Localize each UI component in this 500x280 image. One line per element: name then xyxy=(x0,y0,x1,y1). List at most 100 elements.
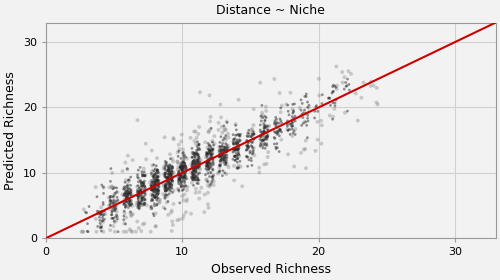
Point xyxy=(164,176,172,181)
Point xyxy=(141,201,149,205)
Point xyxy=(102,212,110,216)
Point xyxy=(142,203,150,207)
Point xyxy=(180,176,188,181)
Point xyxy=(120,192,128,196)
Point xyxy=(162,164,170,168)
Point xyxy=(218,149,226,153)
Point xyxy=(216,102,224,107)
Point xyxy=(178,168,186,172)
Point xyxy=(332,87,340,91)
Point xyxy=(136,165,144,170)
Point xyxy=(231,136,239,141)
Point xyxy=(179,165,187,169)
Point xyxy=(150,213,158,218)
Point xyxy=(164,194,172,198)
Point xyxy=(248,134,256,139)
Point xyxy=(134,179,142,184)
Point xyxy=(176,176,184,181)
Point xyxy=(106,185,114,190)
Point xyxy=(234,146,241,151)
Point xyxy=(189,174,197,179)
Point xyxy=(126,210,134,214)
Point xyxy=(163,182,171,186)
Point xyxy=(244,130,252,135)
Point xyxy=(126,193,134,197)
Point xyxy=(248,150,256,154)
Point xyxy=(301,119,309,124)
Point xyxy=(150,195,158,200)
Point xyxy=(178,151,186,156)
Point xyxy=(236,138,244,143)
Point xyxy=(151,190,159,194)
Point xyxy=(134,168,142,172)
Point xyxy=(260,162,268,167)
Point xyxy=(195,162,203,166)
Point xyxy=(190,183,198,188)
Point xyxy=(142,141,150,146)
Point xyxy=(298,101,306,106)
Point xyxy=(150,187,158,191)
X-axis label: Observed Richness: Observed Richness xyxy=(211,263,331,276)
Point xyxy=(180,153,188,157)
Point xyxy=(124,187,132,191)
Point xyxy=(168,172,176,176)
Point xyxy=(138,198,145,203)
Point xyxy=(150,181,158,185)
Point xyxy=(161,193,169,198)
Point xyxy=(154,168,162,172)
Point xyxy=(166,173,174,177)
Point xyxy=(180,175,188,179)
Point xyxy=(222,156,230,160)
Point xyxy=(297,108,305,112)
Point xyxy=(112,215,120,219)
Point xyxy=(206,93,214,98)
Point xyxy=(161,174,169,179)
Point xyxy=(174,159,182,164)
Point xyxy=(135,194,143,199)
Point xyxy=(261,143,269,147)
Point xyxy=(210,161,218,165)
Point xyxy=(136,178,144,183)
Point xyxy=(186,136,194,140)
Point xyxy=(207,163,215,167)
Point xyxy=(161,183,169,188)
Point xyxy=(220,123,228,128)
Point xyxy=(161,167,169,172)
Point xyxy=(190,165,198,170)
Point xyxy=(288,120,296,125)
Point xyxy=(204,190,212,195)
Point xyxy=(238,184,246,188)
Point xyxy=(202,160,210,164)
Point xyxy=(203,153,211,157)
Point xyxy=(205,167,213,172)
Point xyxy=(138,181,145,186)
Point xyxy=(275,149,283,154)
Point xyxy=(170,137,178,142)
Point xyxy=(150,186,158,191)
Point xyxy=(150,172,158,177)
Point xyxy=(206,171,214,175)
Point xyxy=(182,164,190,169)
Point xyxy=(181,183,189,188)
Point xyxy=(192,190,200,195)
Point xyxy=(229,140,237,144)
Point xyxy=(164,168,172,173)
Point xyxy=(110,193,118,198)
Point xyxy=(124,190,132,195)
Point xyxy=(284,121,292,125)
Point xyxy=(168,177,175,182)
Point xyxy=(99,214,107,218)
Point xyxy=(180,192,188,197)
Point xyxy=(153,188,161,192)
Point xyxy=(152,183,160,188)
Point xyxy=(166,188,173,192)
Point xyxy=(180,160,188,164)
Point xyxy=(96,221,104,226)
Point xyxy=(177,179,185,184)
Point xyxy=(312,149,320,153)
Point xyxy=(221,171,229,175)
Point xyxy=(189,160,197,164)
Point xyxy=(124,192,132,197)
Point xyxy=(194,152,202,157)
Point xyxy=(94,224,102,229)
